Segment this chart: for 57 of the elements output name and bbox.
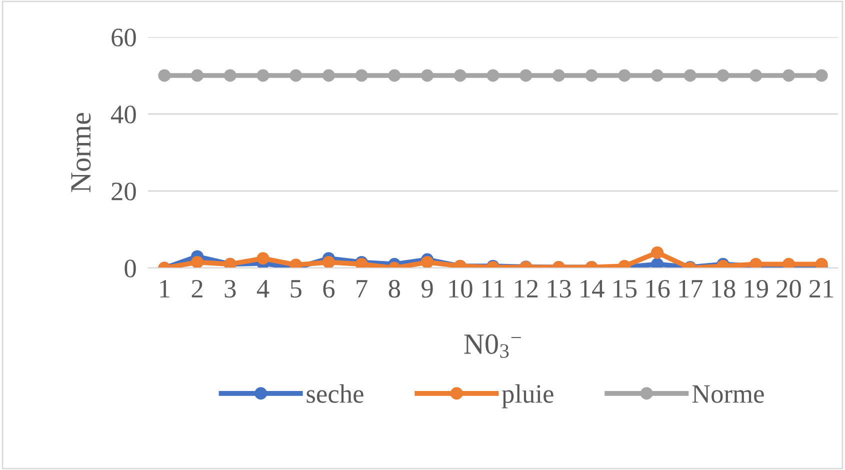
x-tick-label: 15	[614, 280, 637, 298]
x-tick-label: 8	[388, 280, 400, 298]
x-tick-label: 10	[449, 280, 472, 298]
point	[651, 246, 664, 259]
y-tick-label: 60	[112, 28, 136, 46]
x-tick-label: 6	[323, 280, 335, 298]
point	[782, 69, 795, 82]
x-tick-label: 14	[580, 280, 604, 298]
x-tick-label: 13	[548, 280, 571, 298]
point	[421, 69, 434, 82]
point	[322, 69, 335, 82]
x-tick-label: 17	[679, 280, 703, 298]
x-tick-label: 21	[810, 280, 834, 298]
x-tick-label: 1	[160, 280, 170, 298]
point	[618, 69, 631, 82]
point	[750, 69, 762, 82]
y-axis-title: Norme	[71, 113, 91, 192]
point	[520, 69, 532, 82]
point	[290, 69, 302, 82]
x-tick-label: 19	[744, 280, 768, 298]
point	[651, 69, 664, 82]
point	[716, 69, 730, 82]
x-tick-label: 2	[192, 280, 202, 298]
point	[224, 69, 236, 82]
point	[684, 69, 696, 82]
y-tick-label: 20	[112, 182, 136, 200]
point	[158, 69, 171, 82]
x-tick-label: 9	[422, 280, 433, 298]
point	[585, 69, 598, 82]
x-tick-label: 18	[712, 280, 736, 298]
point	[454, 69, 466, 82]
point	[355, 69, 368, 82]
point	[322, 256, 335, 268]
point	[782, 258, 795, 268]
x-tick-label: 12	[514, 280, 538, 298]
y-tick-label: 40	[111, 106, 136, 124]
legend-label: Norme	[692, 385, 764, 403]
x-tick-label: 4	[256, 280, 270, 298]
x-tick-label: 11	[482, 280, 504, 298]
point	[191, 69, 204, 82]
point	[256, 69, 270, 82]
point	[815, 69, 828, 82]
point	[421, 256, 434, 268]
x-tick-label: 20	[776, 280, 801, 298]
x-tick-label: 5	[290, 280, 302, 298]
point	[552, 69, 565, 82]
point	[486, 69, 500, 82]
x-axis-title: N0$_{3}$$^{−}$	[464, 334, 521, 358]
x-tick-label: 3	[224, 280, 236, 298]
point	[651, 258, 664, 268]
y-tick-label: 0	[124, 260, 136, 278]
x-tick-label: 16	[646, 280, 670, 298]
legend-label: seche	[306, 384, 364, 403]
point	[388, 69, 401, 82]
x-tick-label: 7	[356, 280, 368, 298]
point	[191, 256, 204, 268]
legend-label: pluie	[502, 384, 554, 408]
